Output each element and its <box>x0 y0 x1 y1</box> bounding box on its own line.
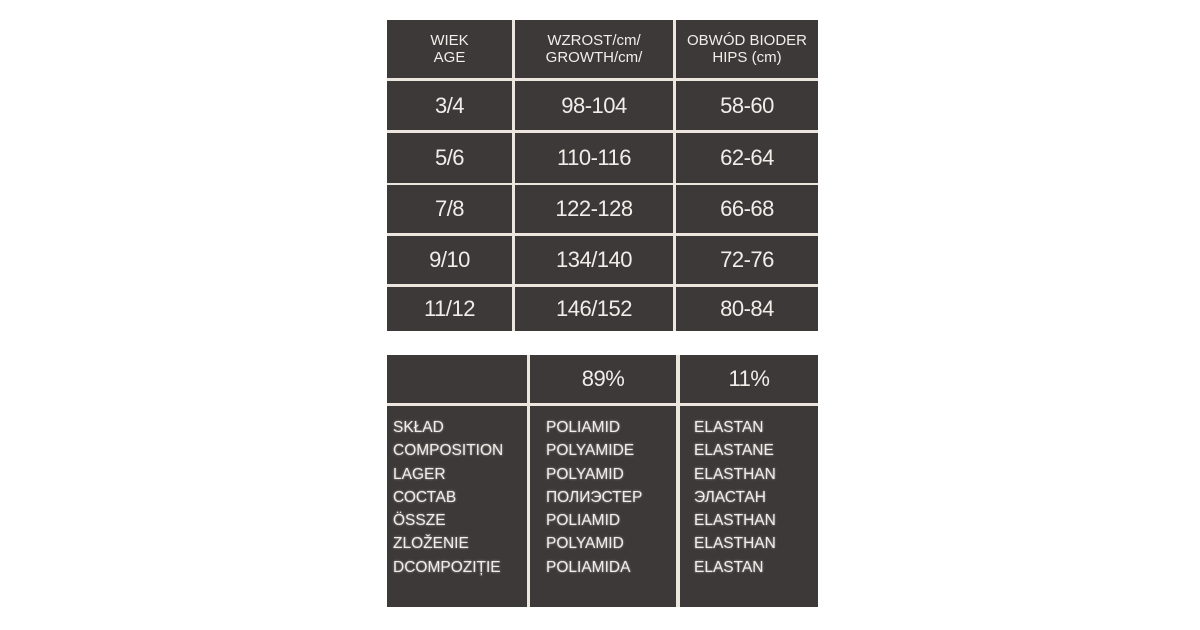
composition-line: POLYAMIDE <box>546 442 635 460</box>
cell-value: 62-64 <box>720 145 774 170</box>
composition-line: ПОЛИЭСТЕР <box>546 488 643 506</box>
percentage-cell: 11% <box>680 355 818 403</box>
table-cell: 11/12 <box>387 287 512 331</box>
table-cell: 7/8 <box>387 185 512 233</box>
table-cell: 122-128 <box>515 185 673 233</box>
composition-line: DCOMPOZIȚIE <box>393 558 501 576</box>
table-cell: 98-104 <box>515 81 673 130</box>
composition-line: POLYAMID <box>546 535 624 553</box>
table-cell: 3/4 <box>387 81 512 130</box>
cell-value: 110-116 <box>557 145 631 170</box>
percentage-value: 89% <box>581 366 625 391</box>
hips-header: OBWÓD BIODER HIPS (cm) <box>676 20 818 78</box>
table-cell: 62-64 <box>676 133 818 183</box>
header-line: GROWTH/cm/ <box>545 49 643 66</box>
cell-value: 134/140 <box>555 247 633 272</box>
composition-line: ZLOŽENIE <box>393 535 469 553</box>
cell-value: 5/6 <box>434 145 465 170</box>
composition-line: ELASTHAN <box>694 535 776 553</box>
header-line: WIEK <box>430 32 469 49</box>
composition-line: POLIAMID <box>546 419 621 436</box>
composition-line: POLIAMID <box>546 512 621 530</box>
composition-line: ELASTHAN <box>694 512 776 530</box>
table-cell: 58-60 <box>676 81 818 130</box>
growth-header: WZROST/cm/GROWTH/cm/ <box>515 20 673 78</box>
table-cell: 9/10 <box>387 236 512 284</box>
percentage-cell: 89% <box>530 355 676 403</box>
composition-line: ЭЛАСТАН <box>694 488 766 506</box>
table-cell: 5/6 <box>387 133 512 183</box>
percentage-value: 11% <box>728 366 770 391</box>
composition-line: ELASTHAN <box>694 465 776 483</box>
composition-line: СОСТАВ <box>393 488 457 506</box>
composition-column: POLIAMID POLYAMIDE POLYAMID ПОЛИЭСТЕР POLIAM… <box>530 406 676 607</box>
table-cell: 80-84 <box>676 287 818 331</box>
table-cell: 110-116 <box>515 133 673 183</box>
composition-line: SKŁAD <box>393 419 444 436</box>
composition-line: ELASTANE <box>694 442 774 460</box>
composition-line: POLYAMID <box>546 465 624 483</box>
cell-value: 80-84 <box>720 296 774 321</box>
composition-line: LAGER <box>393 465 446 483</box>
composition-line: ELASTAN <box>694 419 764 436</box>
table-cell: 66-68 <box>676 185 818 233</box>
composition-line: ÖSSZE <box>393 512 446 530</box>
header-line: WZROST/cm/ <box>547 32 641 49</box>
age-header: WIEK AGE <box>387 20 512 78</box>
table-cell: 146/152 <box>515 287 673 331</box>
composition-line: ELASTAN <box>694 558 764 576</box>
header-line: AGE <box>433 49 466 66</box>
cell-value: 98-104 <box>561 92 627 118</box>
table-cell: 72-76 <box>676 236 818 284</box>
cell-value: 9/10 <box>429 247 470 272</box>
cell-value: 7/8 <box>434 196 465 221</box>
header-line: OBWÓD BIODER <box>686 32 807 49</box>
composition-column: ELASTAN ELASTANE ELASTHAN ЭЛАСТАН ELASTHAN EL… <box>680 406 818 607</box>
header-line: HIPS (cm) <box>712 49 782 66</box>
cell-value: 58-60 <box>720 92 774 118</box>
composition-column: SKŁAD COMPOSITION LAGER СОСТАВ ÖSSZE ZLOŽENIE… <box>387 406 527 607</box>
cell-value: 11/12 <box>424 296 475 321</box>
cell-value: 72-76 <box>720 247 774 272</box>
composition-line: POLIAMIDA <box>546 558 631 576</box>
cell-value: 3/4 <box>434 92 465 118</box>
composition-line: COMPOSITION <box>393 442 504 460</box>
cell-value: 122-128 <box>555 196 633 221</box>
percentage-cell <box>387 355 527 403</box>
table-cell: 134/140 <box>515 236 673 284</box>
cell-value: 146/152 <box>555 296 633 321</box>
cell-value: 66-68 <box>720 196 774 221</box>
gap <box>387 331 818 355</box>
